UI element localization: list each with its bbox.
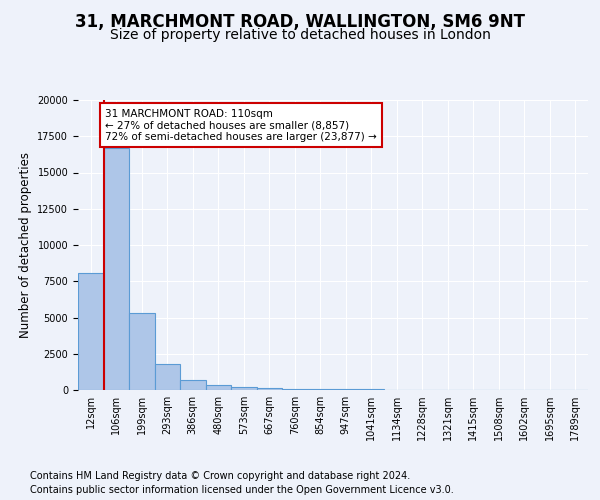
Bar xyxy=(333,389,359,390)
Bar xyxy=(308,389,333,390)
Text: 31 MARCHMONT ROAD: 110sqm
← 27% of detached houses are smaller (8,857)
72% of se: 31 MARCHMONT ROAD: 110sqm ← 27% of detac… xyxy=(105,108,377,142)
Bar xyxy=(155,364,180,390)
Text: Contains public sector information licensed under the Open Government Licence v3: Contains public sector information licen… xyxy=(30,485,454,495)
Bar xyxy=(104,148,129,390)
Y-axis label: Number of detached properties: Number of detached properties xyxy=(19,152,32,338)
Bar xyxy=(257,388,282,390)
Bar xyxy=(129,313,155,390)
Bar xyxy=(205,385,231,390)
Bar xyxy=(282,388,308,390)
Bar xyxy=(180,380,205,390)
Text: Contains HM Land Registry data © Crown copyright and database right 2024.: Contains HM Land Registry data © Crown c… xyxy=(30,471,410,481)
Text: 31, MARCHMONT ROAD, WALLINGTON, SM6 9NT: 31, MARCHMONT ROAD, WALLINGTON, SM6 9NT xyxy=(75,12,525,30)
Bar xyxy=(78,272,104,390)
Bar xyxy=(231,387,257,390)
Text: Size of property relative to detached houses in London: Size of property relative to detached ho… xyxy=(110,28,490,42)
